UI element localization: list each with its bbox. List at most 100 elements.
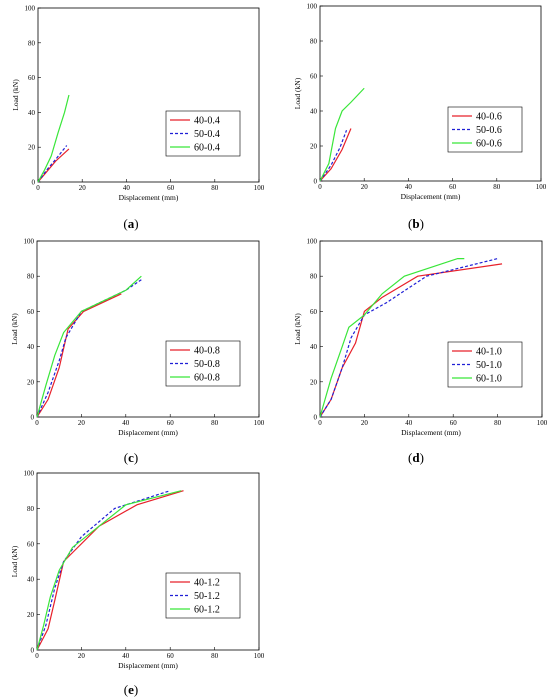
x-tick-label: 80 xyxy=(493,183,501,191)
x-tick-label: 60 xyxy=(167,652,175,660)
x-tick-label: 80 xyxy=(211,652,219,660)
y-tick-label: 40 xyxy=(28,109,36,117)
series-line-60-1.2 xyxy=(36,490,182,651)
y-tick-label: 60 xyxy=(310,73,318,81)
y-tick-label: 60 xyxy=(27,308,35,316)
x-tick-label: 20 xyxy=(361,183,369,191)
y-tick-label: 0 xyxy=(31,414,35,422)
legend-box xyxy=(165,572,241,619)
legend-entry: 50-1.0 xyxy=(476,360,502,371)
y-axis-label: Load (kN) xyxy=(10,313,19,345)
y-tick-label: 100 xyxy=(25,5,36,13)
x-tick-label: 60 xyxy=(450,419,458,427)
x-tick-label: 40 xyxy=(405,183,413,191)
x-tick-label: 0 xyxy=(35,419,39,427)
plot-frame xyxy=(319,5,542,182)
legend-box xyxy=(447,106,523,153)
y-tick-label: 60 xyxy=(28,74,36,82)
y-tick-label: 80 xyxy=(27,505,35,513)
legend-entry: 50-1.2 xyxy=(194,591,220,602)
series-line-40-0.8 xyxy=(36,293,122,418)
y-tick-label: 40 xyxy=(310,108,318,116)
x-tick-label: 20 xyxy=(78,652,86,660)
series-line-60-1.0 xyxy=(319,258,465,418)
y-tick-label: 80 xyxy=(28,39,36,47)
y-tick-label: 0 xyxy=(314,178,318,186)
x-tick-label: 100 xyxy=(254,652,265,660)
chart-panel-d: 0 20 40 60 80 100 0 20 40 60 80 100 Displacement (mm… xyxy=(293,238,548,466)
x-axis-label: Displacement (mm) xyxy=(119,193,179,202)
legend-entry: 60-1.2 xyxy=(194,605,220,616)
x-tick-label: 40 xyxy=(405,419,413,427)
series-line-50-0.8 xyxy=(36,279,142,418)
chart-panel-b: 0 20 40 60 80 100 0 20 40 60 80 100 Displacement (mm… xyxy=(293,3,547,232)
x-tick-label: 60 xyxy=(449,183,457,191)
legend-entry: 60-1.0 xyxy=(476,374,502,385)
legend: 40-0.4 50-0.4 60-0.4 xyxy=(165,110,241,157)
x-tick-label: 20 xyxy=(79,184,87,192)
legend-entry: 40-0.8 xyxy=(194,346,220,357)
series-line-40-0.4 xyxy=(37,148,70,183)
series-line-60-0.6 xyxy=(319,87,365,182)
legend-entry: 60-0.6 xyxy=(476,139,502,150)
legend-entry: 60-0.8 xyxy=(194,373,220,384)
x-axis-label: Displacement (mm) xyxy=(401,428,461,437)
x-axis-label: Displacement (mm) xyxy=(118,428,178,437)
chart-panel-e: 0 20 40 60 80 100 0 20 40 60 80 100 Displacement (mm… xyxy=(10,470,265,698)
x-tick-label: 100 xyxy=(537,419,548,427)
y-tick-label: 40 xyxy=(27,576,35,584)
x-tick-label: 20 xyxy=(361,419,369,427)
x-axis-label: Displacement (mm) xyxy=(401,192,461,201)
legend-entry: 40-0.6 xyxy=(476,112,502,123)
x-tick-label: 40 xyxy=(123,184,131,192)
legend-entry: 50-0.4 xyxy=(194,129,220,140)
y-tick-label: 40 xyxy=(310,343,318,351)
y-tick-label: 40 xyxy=(27,343,35,351)
panel-label: (a) xyxy=(123,216,138,231)
y-axis-label: Load (kN) xyxy=(293,77,302,109)
panel-label: (e) xyxy=(124,682,138,697)
y-tick-label: 20 xyxy=(310,143,318,151)
x-tick-label: 80 xyxy=(494,419,502,427)
y-tick-label: 20 xyxy=(310,378,318,386)
x-tick-label: 100 xyxy=(254,419,265,427)
y-tick-label: 0 xyxy=(32,179,36,187)
legend-entry: 50-0.8 xyxy=(194,359,220,370)
y-tick-label: 100 xyxy=(307,238,318,246)
y-tick-label: 80 xyxy=(310,38,318,46)
legend: 40-1.2 50-1.2 60-1.2 xyxy=(165,572,241,619)
panel-label: (d) xyxy=(408,450,424,465)
series-line-60-0.8 xyxy=(36,275,142,418)
plot-frame xyxy=(36,472,260,651)
legend-entry: 60-0.4 xyxy=(194,143,220,154)
y-tick-label: 100 xyxy=(24,470,35,478)
legend: 40-1.0 50-1.0 60-1.0 xyxy=(447,341,523,388)
legend-entry: 40-1.0 xyxy=(476,347,502,358)
x-tick-label: 100 xyxy=(254,184,265,192)
plot-frame xyxy=(319,240,543,418)
x-tick-label: 60 xyxy=(167,184,175,192)
x-axis-label: Displacement (mm) xyxy=(118,661,178,670)
x-tick-label: 40 xyxy=(122,419,130,427)
legend-entry: 40-0.4 xyxy=(194,116,220,127)
x-tick-label: 0 xyxy=(35,652,39,660)
legend: 40-0.6 50-0.6 60-0.6 xyxy=(447,106,523,153)
series-line-60-0.4 xyxy=(37,94,70,183)
y-tick-label: 80 xyxy=(310,273,318,281)
x-tick-label: 60 xyxy=(167,419,175,427)
x-tick-label: 0 xyxy=(318,419,322,427)
x-tick-label: 100 xyxy=(536,183,547,191)
panel-label: (c) xyxy=(124,450,138,465)
x-tick-label: 40 xyxy=(122,652,130,660)
y-tick-label: 0 xyxy=(314,414,318,422)
plot-frame xyxy=(36,240,260,418)
series-line-50-0.4 xyxy=(37,145,68,183)
y-tick-label: 60 xyxy=(310,308,318,316)
series-line-50-1.2 xyxy=(36,490,171,651)
y-tick-label: 20 xyxy=(27,611,35,619)
chart-panel-c: 0 20 40 60 80 100 0 20 40 60 80 100 Displacement (mm… xyxy=(10,238,265,466)
legend-box xyxy=(447,341,523,388)
legend-box xyxy=(165,110,241,157)
legend-entry: 40-1.2 xyxy=(194,578,220,589)
